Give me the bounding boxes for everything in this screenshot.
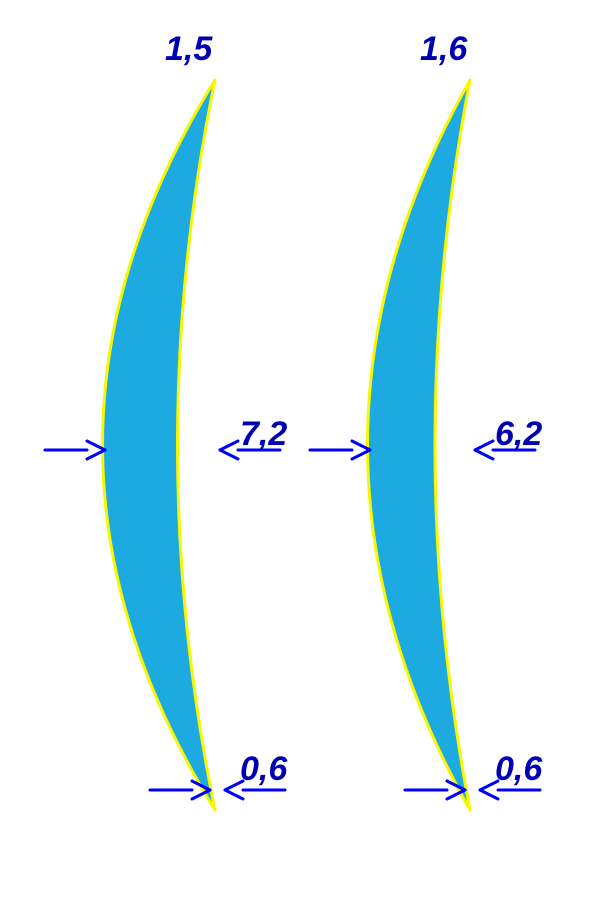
lens-bot-label-right: 0,6	[495, 750, 543, 788]
lens-mid-label-left: 7,2	[240, 415, 287, 453]
lens-title-left: 1,5	[165, 30, 213, 68]
lens-diagram: 1,5 7,2 0,6 1,6 6,2 0,6	[0, 0, 600, 900]
lens-title-right: 1,6	[420, 30, 468, 68]
lens-mid-label-right: 6,2	[495, 415, 542, 453]
lens-bot-label-left: 0,6	[240, 750, 288, 788]
